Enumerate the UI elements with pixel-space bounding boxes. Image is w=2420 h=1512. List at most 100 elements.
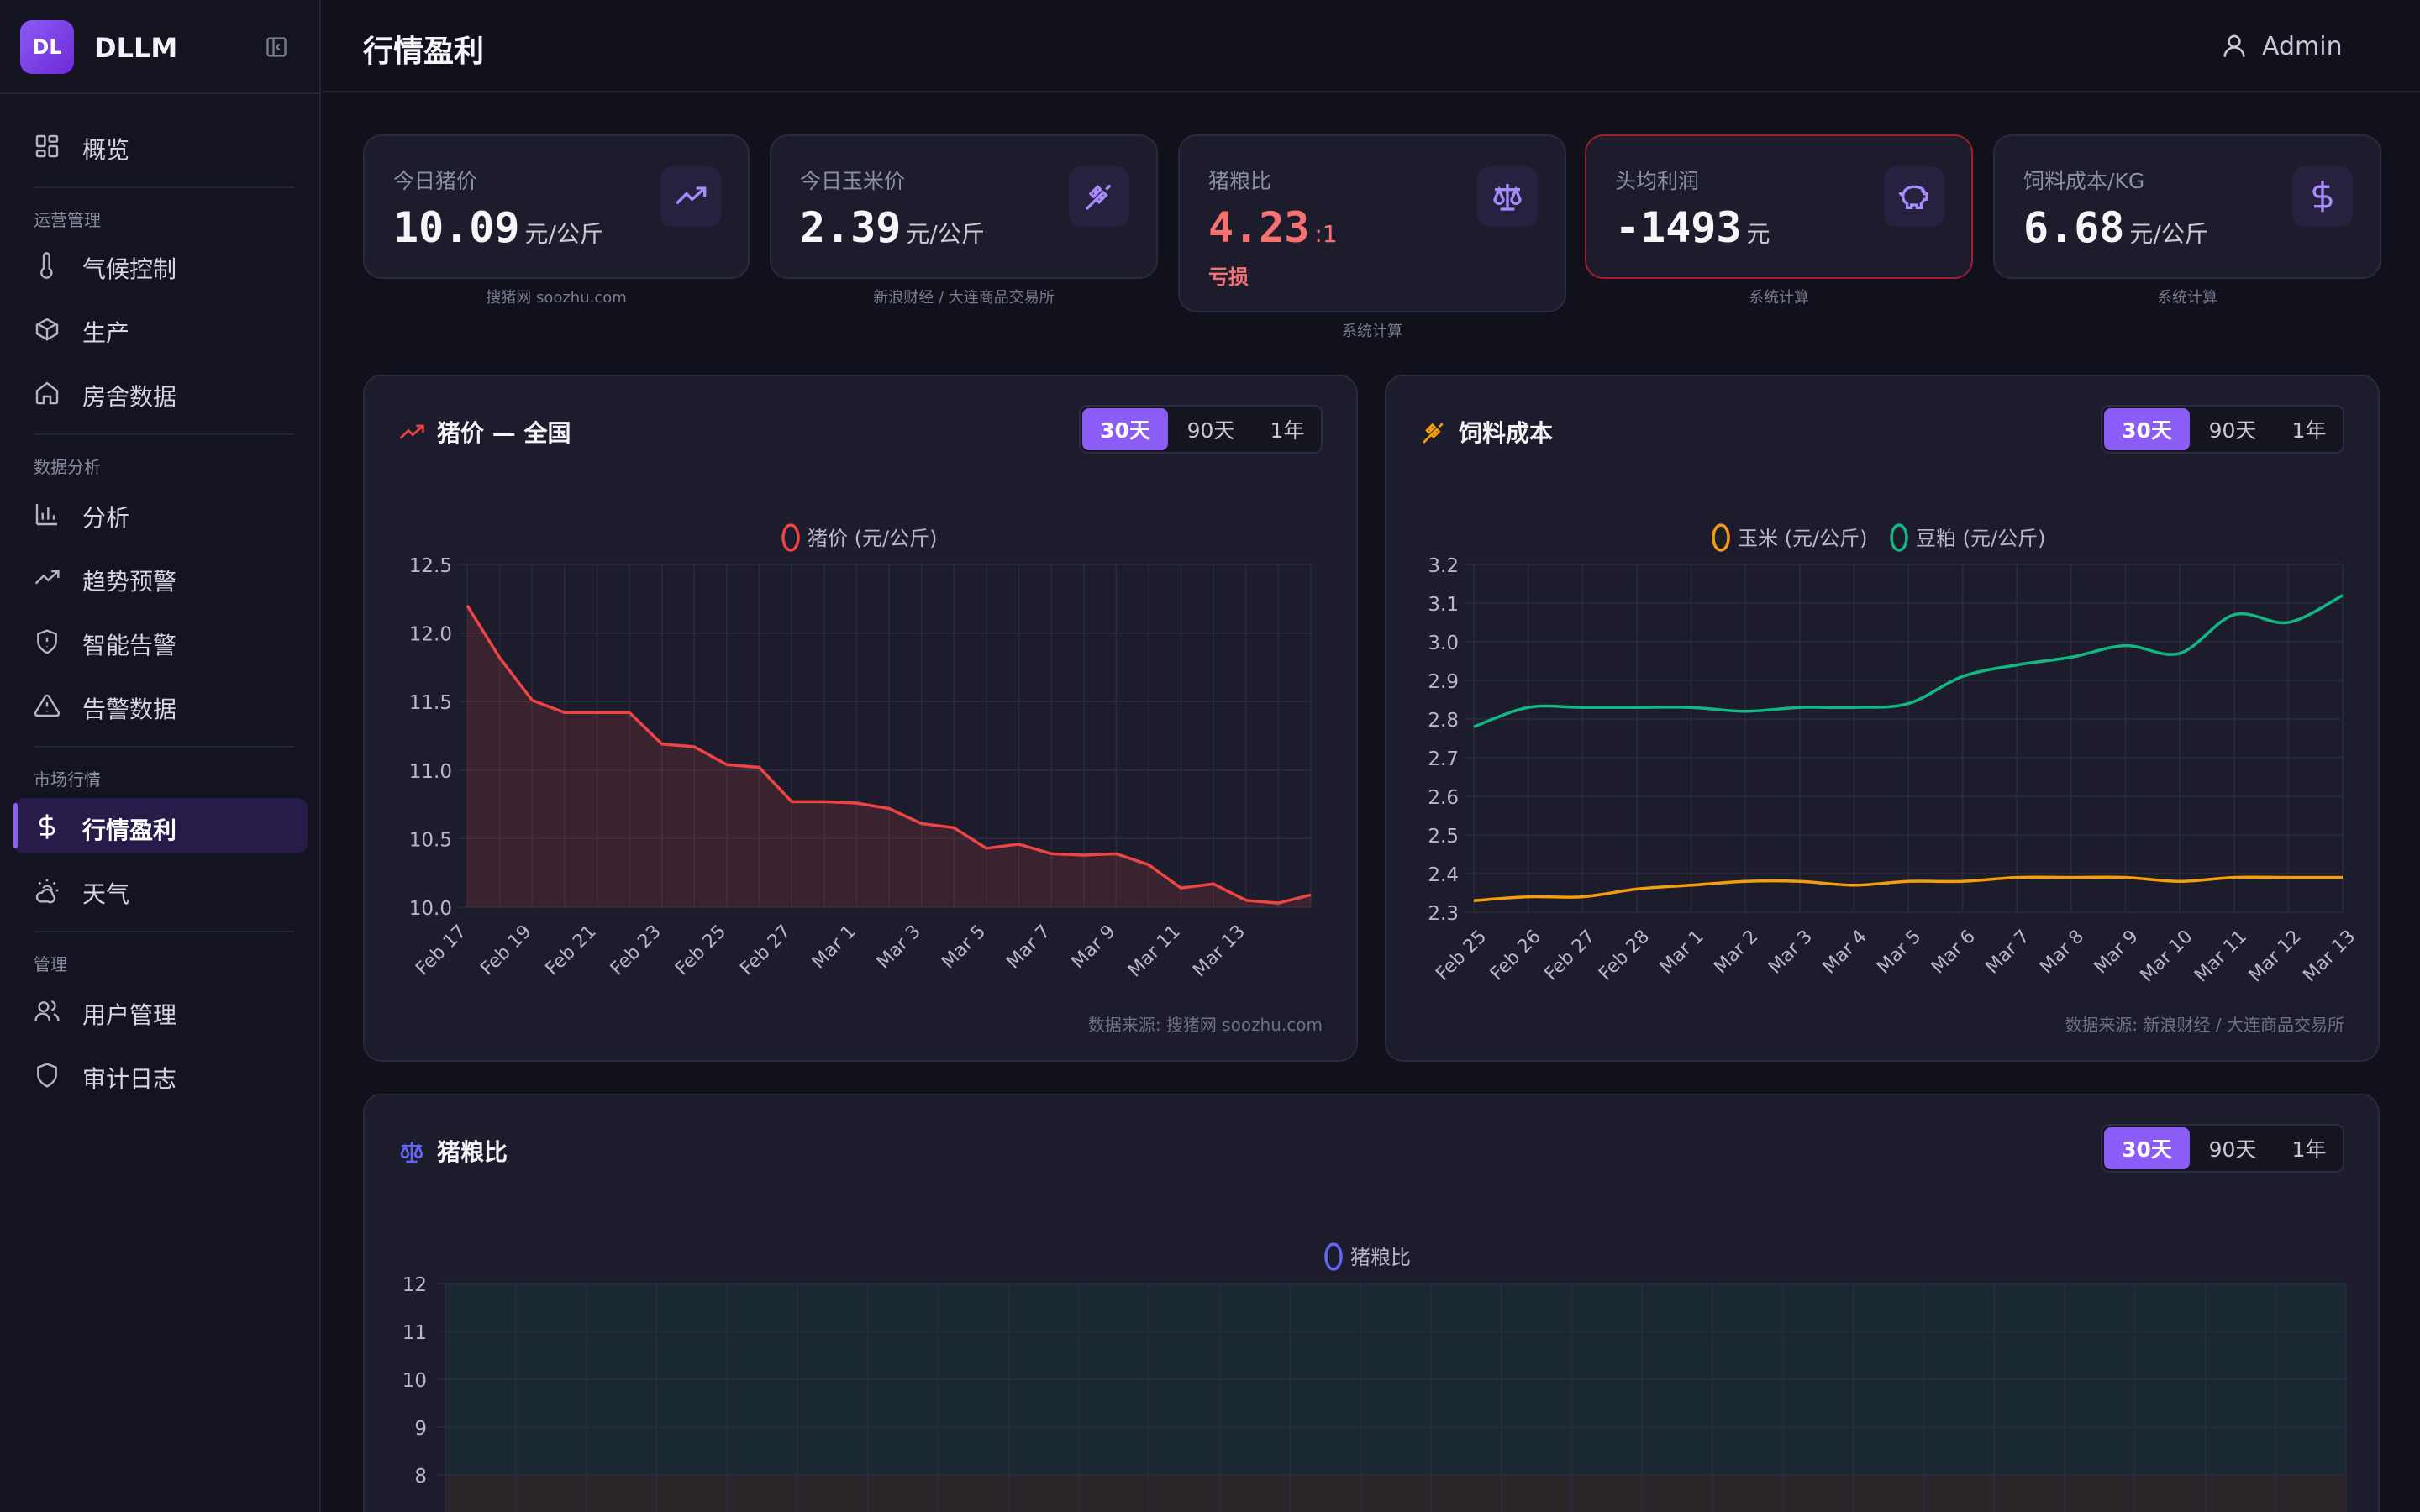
x-tick-label: Mar 3 bbox=[873, 921, 925, 974]
y-tick-label: 12.0 bbox=[409, 624, 452, 646]
range-30d-button[interactable]: 30天 bbox=[1082, 408, 1168, 450]
sidebar-item-alert-data[interactable]: 告警数据 bbox=[13, 677, 308, 732]
y-tick-label: 3.0 bbox=[1428, 633, 1459, 654]
sidebar-item-label: 概览 bbox=[82, 136, 130, 164]
range-30d-button[interactable]: 30天 bbox=[2104, 408, 2190, 450]
user-icon bbox=[2223, 34, 2245, 57]
y-tick-label: 9 bbox=[414, 1418, 427, 1440]
page-title: 行情盈利 bbox=[363, 34, 485, 69]
warning-triangle-icon bbox=[34, 694, 60, 717]
legend-marker bbox=[1324, 1242, 1343, 1271]
panel-title: 饲料成本 bbox=[1420, 415, 1553, 449]
grid-icon bbox=[35, 134, 59, 158]
y-tick-label: 2.7 bbox=[1428, 748, 1459, 770]
range-1y-button[interactable]: 1年 bbox=[2291, 418, 2327, 443]
home-icon bbox=[35, 381, 59, 405]
sidebar-item-barn-data[interactable]: 房舍数据 bbox=[13, 365, 308, 420]
dollar-icon bbox=[39, 814, 55, 839]
sidebar-divider bbox=[34, 186, 294, 188]
range-90d-button[interactable]: 90天 bbox=[2208, 1137, 2257, 1162]
dollar-icon bbox=[2312, 181, 2333, 213]
stat-card-pig-grain-ratio: 猪粮比 4.23:1 亏损 bbox=[1178, 134, 1566, 312]
user-menu[interactable]: Admin bbox=[2220, 30, 2380, 64]
legend-label: 猪粮比 bbox=[1350, 1246, 1411, 1269]
x-tick-label: Mar 1 bbox=[808, 921, 860, 974]
x-tick-label: Mar 7 bbox=[1002, 921, 1055, 974]
x-tick-label: Mar 2 bbox=[1710, 927, 1762, 979]
y-tick-label: 12 bbox=[402, 1274, 427, 1296]
trend-up-icon bbox=[399, 424, 424, 439]
x-tick-label: Mar 1 bbox=[1656, 927, 1708, 979]
user-name: Admin bbox=[2262, 32, 2343, 61]
x-tick-label: Mar 13 bbox=[1189, 921, 1249, 982]
x-tick-label: Mar 6 bbox=[1928, 927, 1980, 979]
sidebar-item-analysis[interactable]: 分析 bbox=[13, 486, 308, 541]
range-90d-button[interactable]: 90天 bbox=[1186, 418, 1235, 443]
sidebar-item-label: 房舍数据 bbox=[82, 383, 177, 411]
stat-card-profit-per-head: 头均利润 -1493 元 bbox=[1585, 134, 1973, 279]
y-tick-label: 10.5 bbox=[409, 829, 452, 851]
sidebar-item-climate[interactable]: 气候控制 bbox=[13, 237, 308, 292]
sidebar-item-label: 趋势预警 bbox=[82, 568, 177, 596]
sidebar-item-overview[interactable]: 概览 bbox=[13, 118, 308, 173]
pig-grain-ratio-panel: 猪粮比 30天 90天 1年 8 9 10 11 12 猪粮比 bbox=[363, 1094, 2380, 1512]
stat-icon-box bbox=[1069, 166, 1129, 227]
soymeal-price-line bbox=[1473, 594, 2344, 728]
sidebar-item-users[interactable]: 用户管理 bbox=[13, 983, 308, 1038]
pig-grain-ratio-chart: 8 9 10 11 12 猪粮比 bbox=[402, 1242, 2347, 1512]
range-90d-button[interactable]: 90天 bbox=[2208, 418, 2257, 443]
stat-value: 10.09 元/公斤 bbox=[393, 203, 603, 252]
sidebar: DL DLLM 概览 运营管理 气候控制 生产 房舍数据 数据分析 分析 趋势预… bbox=[0, 0, 321, 1512]
sidebar-item-weather[interactable]: 天气 bbox=[13, 862, 308, 917]
x-tick-label: Mar 5 bbox=[1873, 927, 1925, 979]
y-tick-label: 2.3 bbox=[1428, 903, 1459, 925]
sidebar-item-production[interactable]: 生产 bbox=[13, 301, 308, 356]
sidebar-divider bbox=[34, 746, 294, 748]
top-bar: 行情盈利 Admin bbox=[323, 0, 2420, 92]
piggy-bank-icon bbox=[1898, 185, 1928, 209]
feed-cost-panel: 饲料成本 30天 90天 1年 Feb 25 Feb 26 Feb 27 Feb 28… bbox=[1385, 375, 2380, 1062]
stat-value: 4.23:1 bbox=[1208, 203, 1338, 252]
range-selector: 30天 90天 1年 bbox=[1079, 405, 1323, 454]
range-30d-button[interactable]: 30天 bbox=[2104, 1127, 2190, 1169]
stat-icon-box bbox=[1884, 166, 1944, 227]
sidebar-item-label: 天气 bbox=[82, 880, 130, 908]
scale-icon bbox=[1493, 184, 1522, 211]
panel-title: 猪粮比 bbox=[398, 1134, 508, 1168]
range-1y-button[interactable]: 1年 bbox=[1270, 418, 1305, 443]
weather-icon bbox=[35, 879, 59, 904]
x-tick-label: Mar 10 bbox=[2137, 927, 2197, 987]
sidebar-item-market-profit[interactable]: 行情盈利 bbox=[13, 798, 308, 853]
sidebar-divider bbox=[34, 433, 294, 435]
stat-card-pig-price: 今日猪价 10.09 元/公斤 bbox=[363, 134, 750, 279]
break-even-zone-band bbox=[445, 1475, 2346, 1512]
chart-footnote: 数据来源: 搜猪网 soozhu.com bbox=[1087, 1015, 1323, 1035]
sidebar-item-audit-log[interactable]: 审计日志 bbox=[13, 1047, 308, 1102]
x-tick-label: Feb 19 bbox=[477, 921, 536, 980]
trend-up-icon bbox=[34, 570, 60, 585]
sidebar-collapse-icon[interactable] bbox=[264, 35, 289, 59]
stat-card-feed-cost: 饲料成本/KG 6.68 元/公斤 bbox=[1993, 134, 2381, 279]
x-tick-label: Mar 12 bbox=[2245, 927, 2306, 987]
legend-marker bbox=[781, 523, 800, 552]
bar-chart-icon bbox=[35, 504, 57, 526]
range-1y-button[interactable]: 1年 bbox=[2291, 1137, 2327, 1162]
y-tick-label: 8 bbox=[414, 1466, 427, 1488]
legend-label: 豆粕 (元/公斤) bbox=[1916, 527, 2045, 550]
sidebar-item-smart-alert[interactable]: 智能告警 bbox=[13, 613, 308, 669]
sidebar-item-label: 用户管理 bbox=[82, 1001, 177, 1029]
stat-title: 今日玉米价 bbox=[800, 169, 906, 193]
x-tick-label: Mar 11 bbox=[2191, 927, 2251, 987]
sidebar-group-label: 市场行情 bbox=[34, 769, 101, 790]
stat-source: 系统计算 bbox=[1342, 323, 1402, 340]
stat-value: 2.39 元/公斤 bbox=[800, 203, 985, 252]
sidebar-item-trend-warning[interactable]: 趋势预警 bbox=[13, 549, 308, 605]
thermometer-icon bbox=[40, 252, 53, 279]
sidebar-divider bbox=[0, 92, 321, 94]
x-tick-label: Mar 9 bbox=[2091, 927, 2143, 979]
stat-icon-box bbox=[2292, 166, 2353, 227]
stat-title: 头均利润 bbox=[1615, 169, 1700, 193]
brand-name: DLLM bbox=[94, 32, 178, 64]
legend-marker bbox=[1712, 523, 1730, 552]
stat-source: 搜猪网 soozhu.com bbox=[486, 289, 627, 307]
